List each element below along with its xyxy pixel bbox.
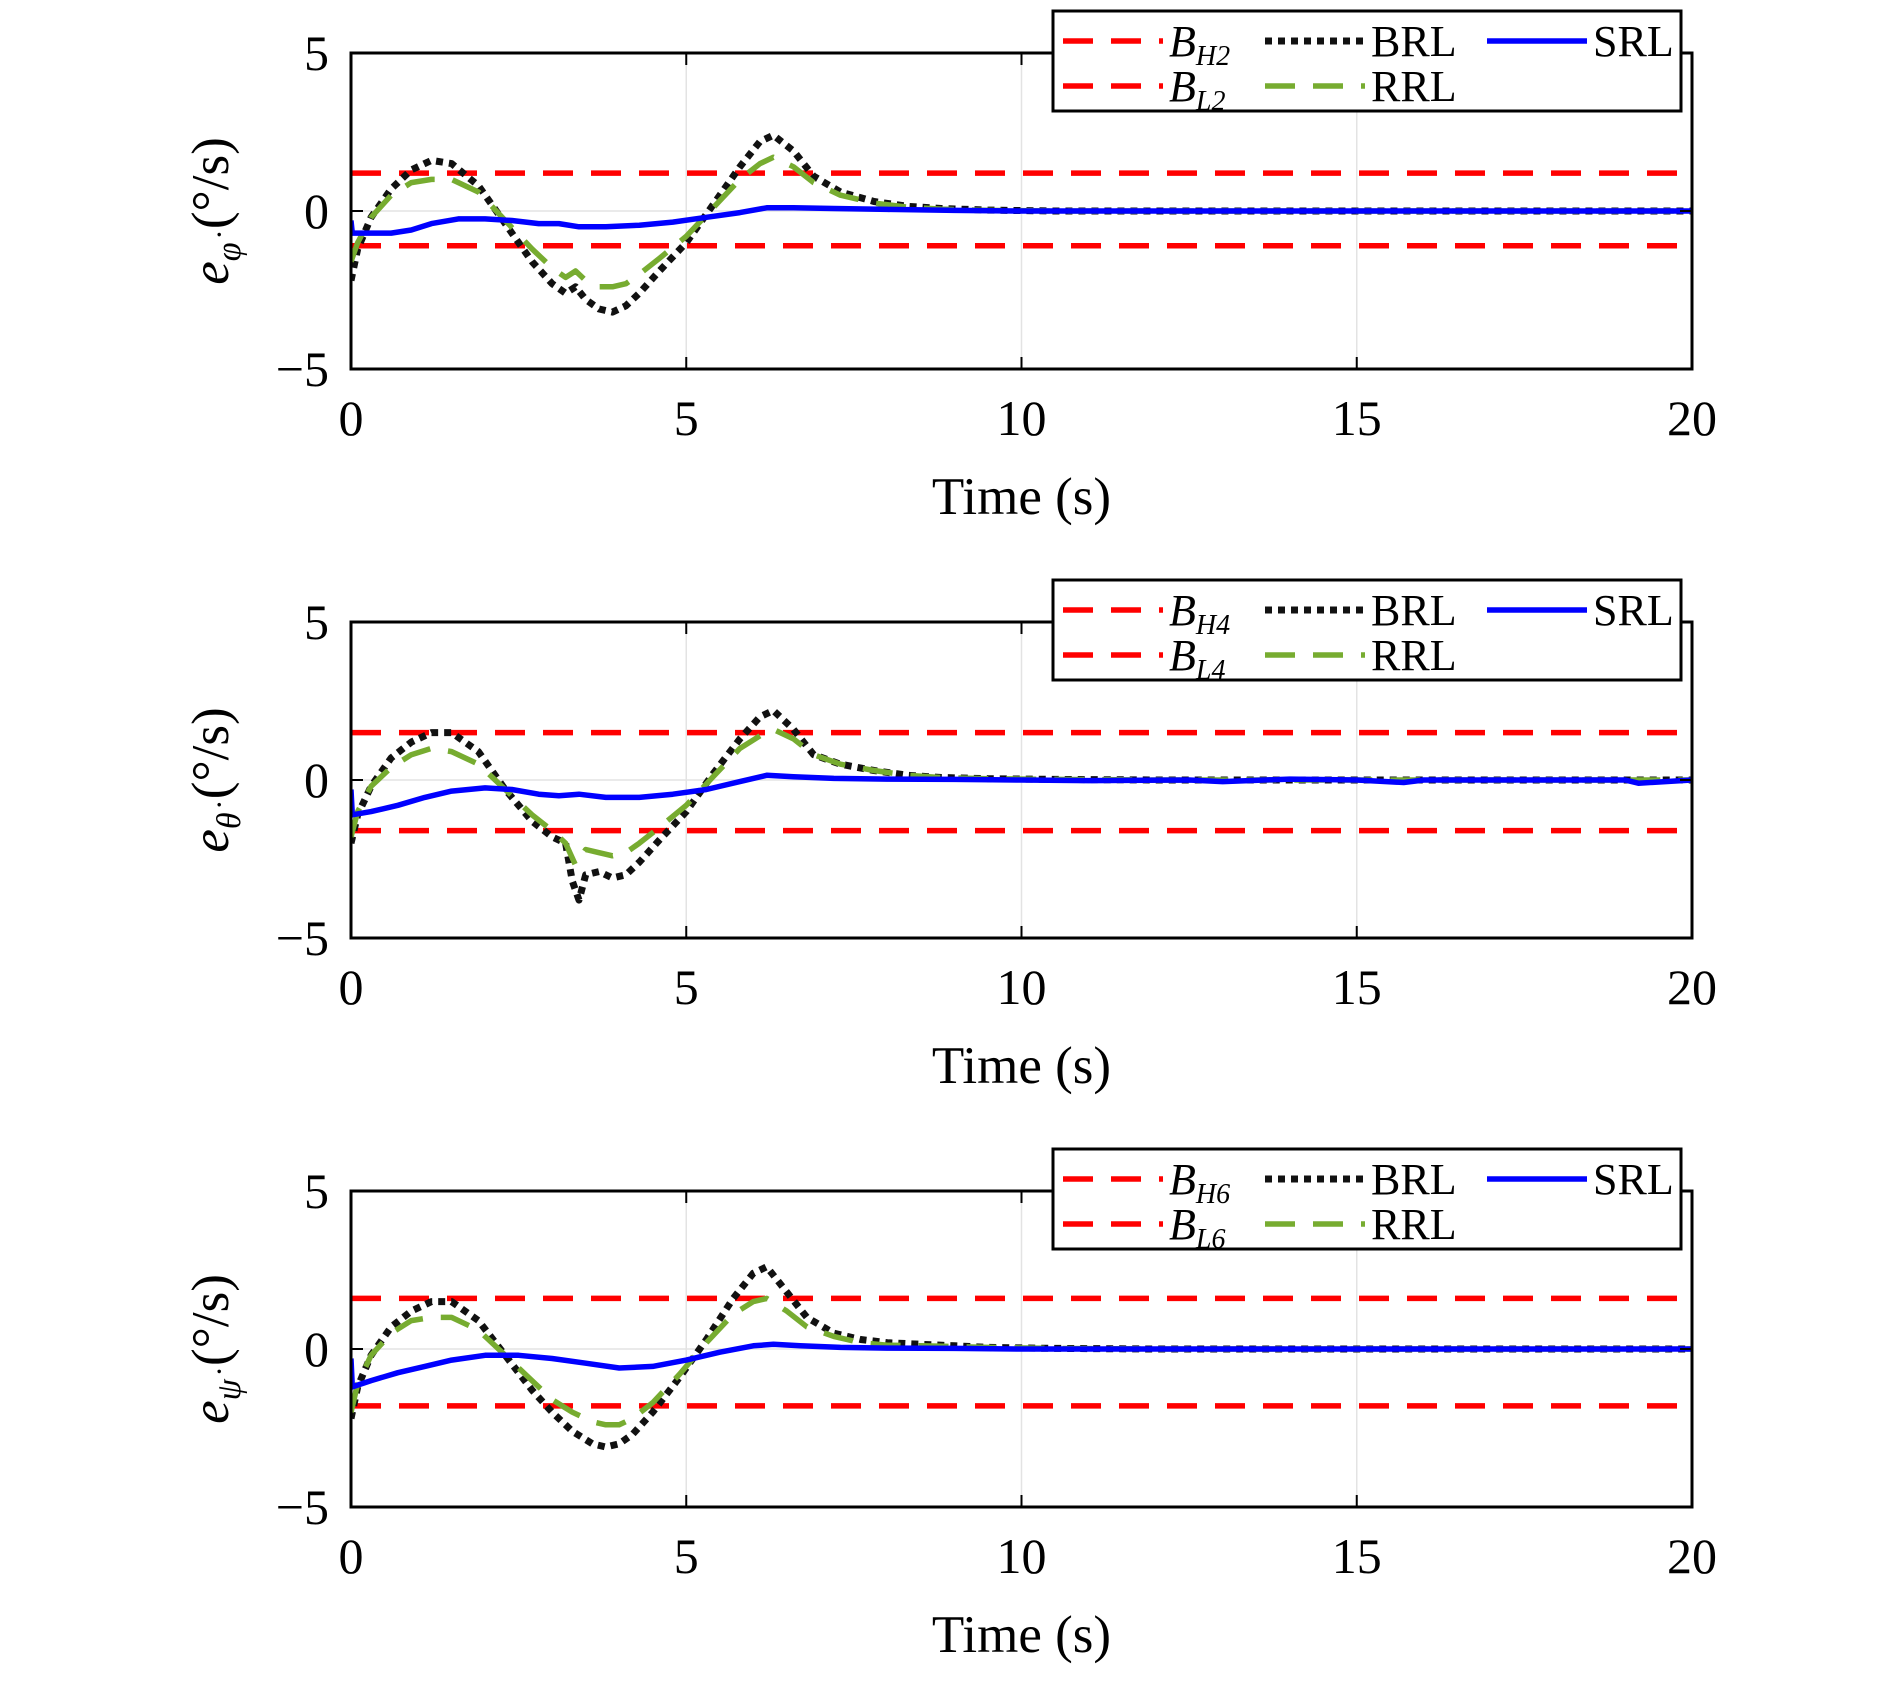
x-tick-label: 5 [674, 390, 699, 446]
x-tick-label: 0 [339, 390, 364, 446]
y-tick-label: −5 [276, 1479, 329, 1535]
x-tick-label: 15 [1332, 959, 1382, 1015]
legend-label-bh: BH2 [1169, 17, 1230, 72]
legend-label-brl: BRL [1371, 586, 1457, 635]
series-line-srl [351, 772, 1692, 818]
legend-label-rrl: RRL [1371, 62, 1457, 111]
y-tick-label: 0 [304, 752, 329, 808]
series-line-srl [351, 1341, 1692, 1390]
legend: BH6 BRL SRL BL6 RRL [1051, 1147, 1683, 1255]
x-tick-label: 20 [1667, 390, 1717, 446]
legend-label-rrl: RRL [1371, 1200, 1457, 1249]
x-axis-label: Time (s) [932, 1606, 1111, 1664]
x-tick-label: 15 [1332, 390, 1382, 446]
legend-box [1051, 578, 1683, 682]
legend-label-bh: BH6 [1169, 1155, 1230, 1210]
series-line-srl [351, 205, 1692, 236]
y-tick-label: −5 [276, 910, 329, 966]
x-tick-label: 10 [997, 390, 1047, 446]
y-axis-label: eθ̇ (°/s) [182, 707, 248, 852]
legend-box [1051, 9, 1683, 113]
y-tick-label: 0 [304, 1321, 329, 1377]
x-tick-label: 5 [674, 1528, 699, 1584]
x-tick-label: 0 [339, 959, 364, 1015]
y-axis-label: eφ̇ (°/s) [182, 137, 248, 284]
y-tick-label: −5 [276, 341, 329, 397]
y-axis-label: eψ̇ (°/s) [182, 1274, 248, 1424]
y-tick-label: 5 [304, 1163, 329, 1219]
legend-label-bl: BL6 [1169, 1200, 1225, 1255]
legend: BH2 BRL SRL BL2 RRL [1051, 9, 1683, 117]
legend-label-srl: SRL [1593, 1155, 1674, 1204]
x-tick-label: 20 [1667, 959, 1717, 1015]
legend-label-bh: BH4 [1169, 586, 1230, 641]
legend-label-srl: SRL [1593, 586, 1674, 635]
legend-label-rrl: RRL [1371, 631, 1457, 680]
x-axis-label: Time (s) [932, 468, 1111, 526]
x-tick-label: 0 [339, 1528, 364, 1584]
legend-box [1051, 1147, 1683, 1251]
x-tick-label: 15 [1332, 1528, 1382, 1584]
legend-label-brl: BRL [1371, 17, 1457, 66]
x-tick-label: 20 [1667, 1528, 1717, 1584]
x-tick-label: 10 [997, 1528, 1047, 1584]
x-tick-label: 10 [997, 959, 1047, 1015]
x-axis-label: Time (s) [932, 1037, 1111, 1095]
x-tick-label: 5 [674, 959, 699, 1015]
legend-label-bl: BL2 [1169, 62, 1225, 117]
legend-label-bl: BL4 [1169, 631, 1225, 686]
y-tick-label: 5 [304, 594, 329, 650]
series-group [351, 707, 1692, 904]
y-tick-label: 5 [304, 25, 329, 81]
legend-label-brl: BRL [1371, 1155, 1457, 1204]
legend-label-srl: SRL [1593, 17, 1674, 66]
series-group [351, 131, 1692, 316]
legend: BH4 BRL SRL BL4 RRL [1051, 578, 1683, 686]
y-tick-label: 0 [304, 183, 329, 239]
series-group [351, 1263, 1692, 1451]
